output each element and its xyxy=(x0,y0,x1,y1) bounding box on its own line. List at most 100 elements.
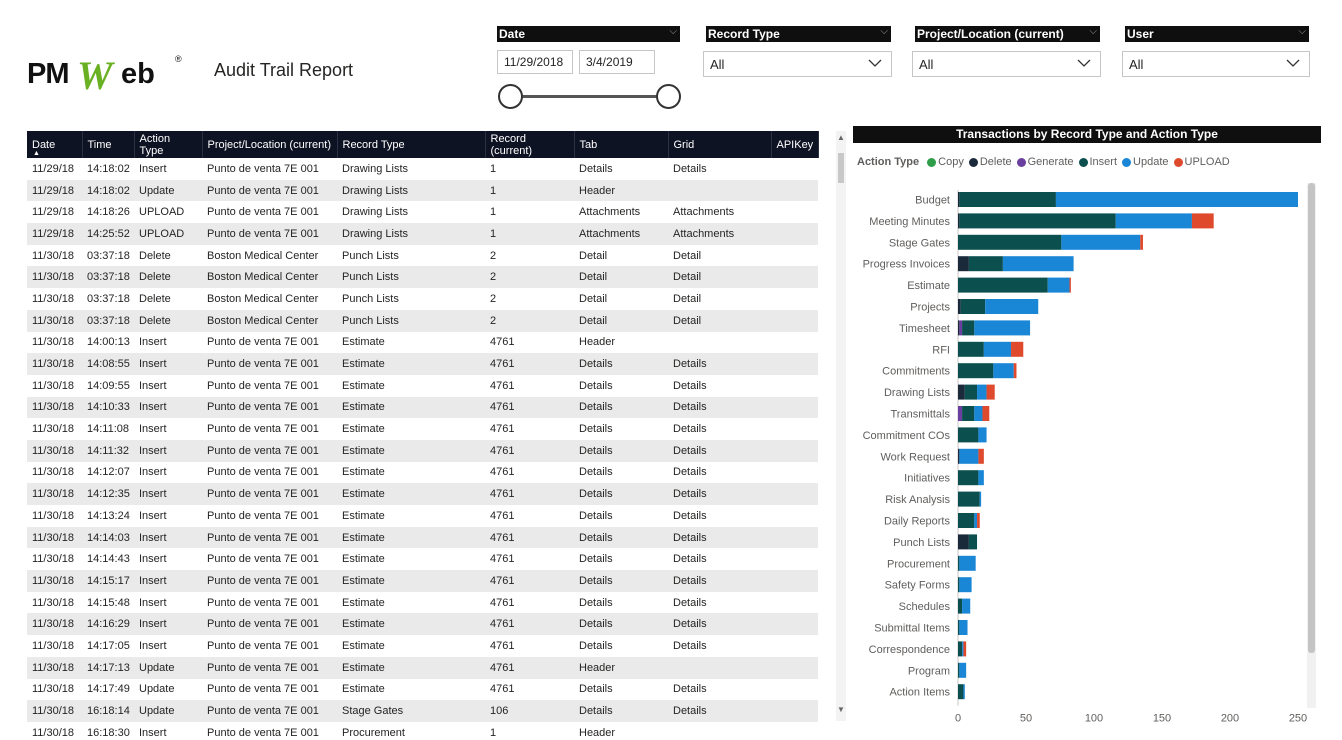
user-slicer-header[interactable]: User ⌵ xyxy=(1125,26,1309,42)
bar-segment[interactable] xyxy=(958,234,1062,250)
column-header[interactable]: Tab xyxy=(574,131,669,158)
bar-segment[interactable] xyxy=(959,555,976,571)
bar-segment[interactable] xyxy=(959,320,963,336)
bar-segment[interactable] xyxy=(974,320,1031,336)
user-dropdown[interactable]: All xyxy=(1122,51,1310,77)
bar-segment[interactable] xyxy=(960,299,986,314)
chevron-down-icon[interactable]: ⌵ xyxy=(1089,26,1097,37)
table-row[interactable]: 11/30/18 14:09:55 Insert Punto de venta 7E … xyxy=(27,375,818,397)
legend-item[interactable]: Generate xyxy=(1016,156,1074,168)
legend-item[interactable]: Delete xyxy=(968,156,1012,168)
scroll-up-icon[interactable]: ▲ xyxy=(837,133,845,142)
bar-segment[interactable] xyxy=(986,384,995,400)
chevron-down-icon[interactable]: ⌵ xyxy=(669,26,677,37)
table-row[interactable]: 11/30/18 14:12:07 Insert Punto de venta 7E … xyxy=(27,462,818,484)
bar-segment[interactable] xyxy=(958,341,984,357)
table-row[interactable]: 11/30/18 03:37:18 Delete Boston Medical Cen… xyxy=(27,309,818,332)
record-type-slicer-header[interactable]: Record Type ⌵ xyxy=(706,26,891,42)
table-row[interactable]: 11/30/18 03:37:18 Delete Boston Medical Cen… xyxy=(27,245,818,267)
table-row[interactable]: 11/29/18 14:18:02 Insert Punto de venta 7E … xyxy=(27,158,818,180)
bar-segment[interactable] xyxy=(985,299,1039,314)
table-row[interactable]: 11/30/18 14:16:29 Insert Punto de venta 7E … xyxy=(27,613,818,636)
column-header[interactable]: Project/Location (current) xyxy=(202,131,338,158)
bar-segment[interactable] xyxy=(958,192,960,207)
table-row[interactable]: 11/30/18 14:14:43 Insert Punto de venta 7E … xyxy=(27,548,818,570)
table-scrollbar[interactable]: ▲ ▼ xyxy=(836,131,846,721)
bar-segment[interactable] xyxy=(1140,234,1143,250)
date-slicer-header[interactable]: Date ⌵ xyxy=(497,26,680,42)
bar-segment[interactable] xyxy=(1055,192,1298,207)
bar-segment[interactable] xyxy=(1191,213,1214,229)
chart-scrollbar[interactable] xyxy=(1307,183,1316,708)
bar-segment[interactable] xyxy=(1011,341,1024,357)
bar-segment[interactable] xyxy=(982,406,990,421)
table-row[interactable]: 11/30/18 14:11:32 Insert Punto de venta 7E … xyxy=(27,439,818,462)
chart-scroll-thumb[interactable] xyxy=(1308,183,1315,653)
date-end-input[interactable]: 3/4/2019 xyxy=(579,50,655,74)
date-range-end-handle[interactable] xyxy=(656,84,681,109)
bar-segment[interactable] xyxy=(1002,256,1074,272)
bar-segment[interactable] xyxy=(964,384,978,400)
record-type-dropdown[interactable]: All xyxy=(703,51,892,77)
bar-segment[interactable] xyxy=(958,555,960,571)
bar-segment[interactable] xyxy=(962,598,971,614)
table-row[interactable]: 11/30/18 16:18:14 Update Punto de venta 7E … xyxy=(27,700,818,722)
bar-segment[interactable] xyxy=(959,577,972,593)
bar-segment[interactable] xyxy=(968,256,1003,272)
bar-segment[interactable] xyxy=(959,620,968,635)
bar-segment[interactable] xyxy=(959,448,979,464)
bar-segment[interactable] xyxy=(959,213,1116,229)
table-row[interactable]: 11/30/18 14:15:48 Insert Punto de venta 7E … xyxy=(27,592,818,614)
bar-segment[interactable] xyxy=(974,513,978,528)
column-header[interactable]: APIKey xyxy=(771,131,819,158)
bar-segment[interactable] xyxy=(958,256,969,272)
table-row[interactable]: 11/30/18 16:18:30 Insert Punto de venta 7E … xyxy=(27,722,818,740)
bar-segment[interactable] xyxy=(958,684,964,700)
scroll-down-icon[interactable]: ▼ xyxy=(837,705,845,714)
date-range-slider-track[interactable] xyxy=(510,95,668,98)
bar-segment[interactable] xyxy=(958,384,965,400)
bar-segment[interactable] xyxy=(963,684,965,700)
bar-segment[interactable] xyxy=(958,448,960,464)
table-row[interactable]: 11/29/18 14:18:02 Update Punto de venta 7E … xyxy=(27,179,818,202)
bar-segment[interactable] xyxy=(958,299,961,314)
legend-item[interactable]: Update xyxy=(1122,156,1169,168)
bar-segment[interactable] xyxy=(958,598,963,614)
bar-segment[interactable] xyxy=(958,662,960,678)
table-row[interactable]: 11/30/18 14:17:13 Update Punto de venta 7E … xyxy=(27,656,818,679)
bar-segment[interactable] xyxy=(993,363,1014,379)
bar-segment[interactable] xyxy=(958,641,963,657)
bar-segment[interactable] xyxy=(963,641,967,657)
column-header[interactable]: Time xyxy=(82,131,135,158)
bar-segment[interactable] xyxy=(977,384,987,400)
bar-segment[interactable] xyxy=(1069,277,1071,293)
table-row[interactable]: 11/29/18 14:18:26 UPLOAD Punto de venta 7E … xyxy=(27,201,818,223)
bar-segment[interactable] xyxy=(959,662,967,678)
table-row[interactable]: 11/30/18 14:00:13 Insert Punto de venta 7E … xyxy=(27,332,818,354)
bar-segment[interactable] xyxy=(1047,277,1070,293)
project-location-slicer-header[interactable]: Project/Location (current) ⌵ xyxy=(915,26,1100,42)
bar-segment[interactable] xyxy=(958,491,980,507)
table-row[interactable]: 11/30/18 14:15:17 Insert Punto de venta 7E … xyxy=(27,570,818,592)
table-scroll-thumb[interactable] xyxy=(838,153,844,183)
table-row[interactable]: 11/30/18 14:10:33 Insert Punto de venta 7E … xyxy=(27,396,818,419)
bar-segment[interactable] xyxy=(983,341,1012,357)
column-header[interactable]: Record (current) xyxy=(485,131,575,158)
bar-segment[interactable] xyxy=(1013,363,1017,379)
bar-segment[interactable] xyxy=(978,470,984,486)
bar-segment[interactable] xyxy=(958,534,969,550)
bar-segment[interactable] xyxy=(974,406,983,421)
bar-segment[interactable] xyxy=(959,192,1056,207)
table-row[interactable]: 11/30/18 14:17:05 Insert Punto de venta 7E … xyxy=(27,635,818,657)
bar-segment[interactable] xyxy=(958,470,979,486)
project-location-dropdown[interactable]: All xyxy=(912,51,1101,77)
bar-segment[interactable] xyxy=(958,427,979,443)
bar-segment[interactable] xyxy=(958,213,960,229)
bar-segment[interactable] xyxy=(977,513,980,528)
legend-item[interactable]: Insert xyxy=(1078,156,1117,168)
date-start-input[interactable]: 11/29/2018 xyxy=(497,50,573,74)
legend-item[interactable]: Copy xyxy=(927,156,964,168)
table-row[interactable]: 11/30/18 14:12:35 Insert Punto de venta 7E … xyxy=(27,483,818,505)
bar-segment[interactable] xyxy=(978,427,987,443)
bar-segment[interactable] xyxy=(958,513,975,528)
